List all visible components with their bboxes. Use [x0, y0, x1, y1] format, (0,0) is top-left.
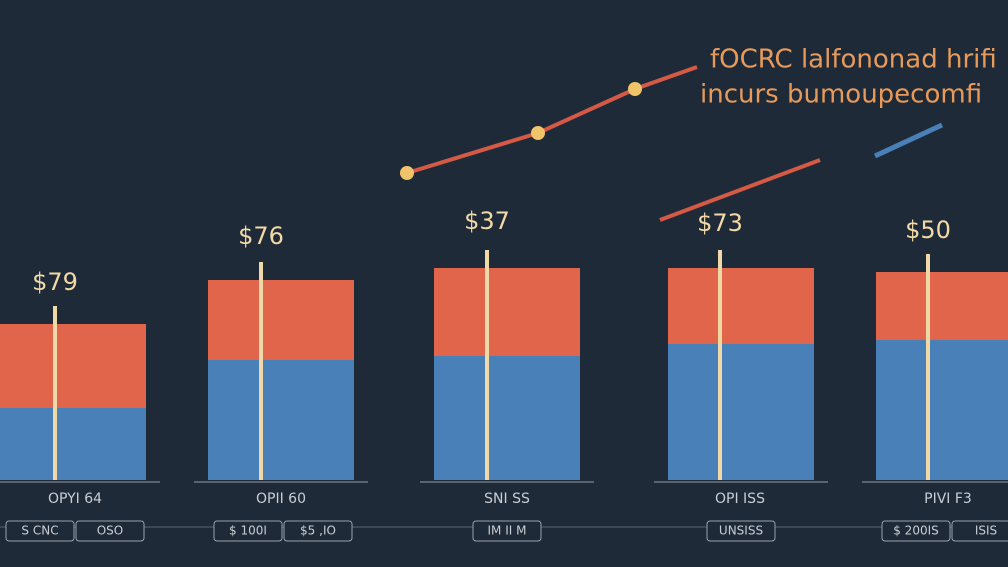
annotation: $76 — [238, 222, 284, 250]
annotation: $50 — [905, 216, 951, 244]
footer-box — [283, 520, 353, 542]
annotation: $37 — [464, 207, 510, 235]
footer-label: UNSISS — [719, 524, 763, 538]
footer-box — [75, 520, 145, 542]
bar-segment — [668, 268, 814, 344]
trend-line — [659, 158, 821, 222]
trend-dot — [400, 166, 414, 180]
bar-segment — [208, 280, 354, 360]
footer-box — [881, 520, 951, 542]
bar-segment — [876, 272, 1008, 340]
x-tick-label: PIVI F3 — [924, 491, 972, 507]
annotation: $79 — [32, 268, 78, 296]
footer-box — [951, 520, 1008, 542]
x-tick-label: SNI SS — [484, 491, 530, 507]
footer-label: OSO — [97, 524, 124, 538]
trend-line — [406, 65, 698, 175]
footer-box — [5, 520, 75, 542]
footer-box — [706, 520, 776, 542]
footer-label: ISIS — [975, 524, 997, 538]
footer-label: S CNC — [21, 524, 58, 538]
x-tick-label: OPII 60 — [256, 491, 306, 507]
bar-segment — [0, 324, 146, 408]
footer-label: $ 200IS — [893, 524, 939, 538]
x-tick-label: OPI ISS — [715, 491, 765, 507]
trend-dot — [531, 126, 545, 140]
annotation: $73 — [697, 209, 743, 237]
bar-segment — [208, 360, 354, 480]
bar-segment — [876, 340, 1008, 480]
chart-subtitle: incurs bumoupecomfi — [700, 80, 982, 110]
footer-label: IM II M — [488, 524, 527, 538]
trend-line — [873, 122, 944, 159]
footer-label: $ 100I — [229, 524, 267, 538]
bar-segment — [434, 268, 580, 356]
chart-title: fOCRC lalfononad hrifi — [710, 45, 997, 75]
footer-box — [472, 520, 542, 542]
bar-segment — [434, 356, 580, 480]
bar-segment — [0, 408, 146, 480]
bar-segment — [668, 344, 814, 480]
x-tick-label: OPYI 64 — [48, 491, 102, 507]
trend-dot — [628, 82, 642, 96]
footer-box — [213, 520, 283, 542]
footer-label: $5 ,IO — [300, 524, 336, 538]
